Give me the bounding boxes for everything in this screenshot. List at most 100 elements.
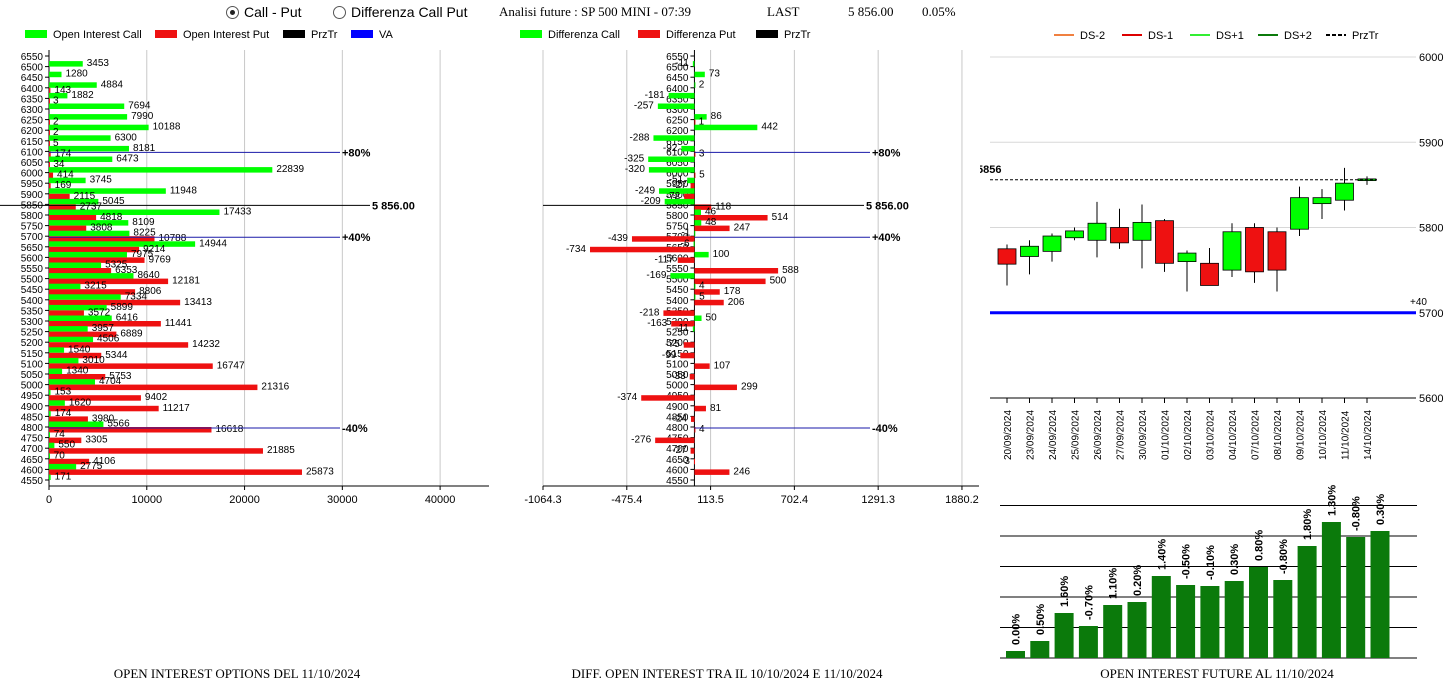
call-bar	[49, 92, 68, 99]
candle-up	[1290, 197, 1309, 230]
put-bar-label: 1	[699, 117, 705, 128]
put-bar	[49, 162, 50, 168]
put-bar	[49, 215, 97, 221]
put-bar-label: 16618	[215, 424, 243, 435]
put-bar	[694, 204, 712, 210]
candle-up	[1042, 235, 1062, 252]
call-bar-label: -288	[629, 132, 649, 143]
call-bar	[692, 326, 695, 332]
put-bar-label: 246	[733, 466, 750, 477]
put-bar-label: -33	[671, 371, 686, 382]
call-bar	[49, 209, 220, 215]
put-bar-label: -374	[617, 392, 637, 403]
call-bar	[668, 92, 695, 99]
chart-title: OPEN INTEREST FUTURE AL 11/10/2024	[1100, 666, 1334, 681]
x-tick-label: 20000	[229, 494, 260, 506]
put-bar	[694, 278, 766, 285]
call-bar-label: 3745	[90, 175, 113, 186]
strike-label: 5200	[666, 338, 689, 349]
future-oi-bar	[1078, 626, 1098, 658]
put-bar	[49, 299, 181, 306]
call-bar-label: 4506	[97, 334, 120, 345]
chart-title: OPEN INTEREST OPTIONS DEL 11/10/2024	[114, 666, 361, 681]
call-bar	[664, 198, 695, 205]
put-bar-label: -99	[662, 350, 677, 361]
date-label: 08/10/2024	[1273, 410, 1284, 460]
put-bar	[49, 427, 212, 433]
put-bar-label: 34	[53, 159, 65, 170]
level-label: -40%	[342, 423, 368, 435]
x-tick-label: 10000	[131, 494, 162, 506]
call-bar	[694, 82, 696, 88]
call-bar	[49, 273, 134, 279]
call-bar	[49, 82, 97, 88]
call-bar-label: -209	[641, 196, 661, 207]
strike-label: 5900	[666, 190, 689, 201]
legend-swatch	[520, 30, 542, 38]
put-bar	[694, 469, 730, 475]
put-bar	[49, 310, 84, 316]
strike-label: 5050	[21, 370, 44, 381]
call-bar	[49, 474, 51, 480]
strike-label: 5050	[666, 370, 689, 381]
future-oi-label: 0.00%	[1011, 614, 1023, 645]
strike-label: 6350	[21, 94, 44, 105]
level-label: +40%	[872, 232, 901, 244]
call-bar	[49, 156, 113, 162]
put-bar	[680, 352, 695, 359]
put-bar	[49, 331, 117, 338]
date-label: 23/09/2024	[1026, 410, 1037, 460]
call-bar	[694, 294, 696, 300]
open-interest-future-chart: 0.00% 0.50% 1.60% -0.70% 1.10% 0.20% 1.40% -0.5…	[1000, 485, 1417, 681]
radio-selected-icon	[226, 5, 239, 19]
date-label: 20/09/2024	[1003, 410, 1014, 460]
call-bar-label: 5325	[105, 260, 128, 271]
call-bar	[49, 177, 86, 184]
date-label: 02/10/2024	[1183, 410, 1194, 460]
put-bar	[49, 204, 76, 210]
candle-down	[997, 248, 1017, 265]
put-bar-label: -439	[608, 233, 628, 244]
radio-differenza[interactable]: Differenza Call Put	[333, 4, 467, 20]
x-tick-label: -475.4	[611, 494, 642, 506]
put-bar-label: 169	[55, 180, 72, 191]
put-bar	[49, 225, 87, 232]
top-toolbar: Call - Put Differenza Call Put Analisi f…	[0, 0, 1455, 24]
call-bar-label: -11	[675, 58, 689, 69]
future-oi-label: 0.50%	[1035, 604, 1047, 635]
strike-label: 5350	[21, 306, 44, 317]
put-bar-label: -163	[647, 318, 667, 329]
put-bar	[655, 437, 695, 444]
call-bar	[49, 167, 273, 173]
strike-label: 5950	[666, 179, 689, 190]
put-bar-label: 299	[741, 382, 758, 393]
y-tick-label: 5600	[1419, 393, 1443, 405]
put-bar	[49, 448, 263, 454]
legend-swatch	[283, 30, 305, 38]
call-bar	[49, 114, 128, 120]
put-bar	[49, 395, 141, 401]
radio-call-put[interactable]: Call - Put	[226, 4, 302, 20]
call-bar	[49, 145, 129, 152]
put-bar	[641, 395, 695, 401]
call-bar	[49, 453, 50, 459]
strike-label: 6400	[21, 84, 44, 95]
future-oi-label: 0.30%	[1229, 544, 1241, 575]
strike-label: 5600	[666, 253, 689, 264]
legend-swatch	[351, 30, 373, 38]
call-bar	[49, 220, 129, 226]
strike-label: 4700	[21, 444, 44, 455]
future-oi-bar	[1006, 651, 1025, 658]
put-bar	[49, 458, 90, 465]
call-bar-label: 73	[709, 69, 721, 80]
put-bar	[49, 363, 213, 369]
date-label: 10/10/2024	[1318, 410, 1329, 460]
call-bar-label: 174	[55, 408, 72, 419]
put-bar-label: 206	[728, 297, 745, 308]
put-bar-label: 21316	[261, 382, 289, 393]
call-bar	[49, 135, 111, 141]
put-bar-label: 107	[714, 360, 731, 371]
put-bar	[694, 384, 737, 391]
call-bar	[693, 241, 695, 247]
put-bar	[49, 405, 159, 412]
